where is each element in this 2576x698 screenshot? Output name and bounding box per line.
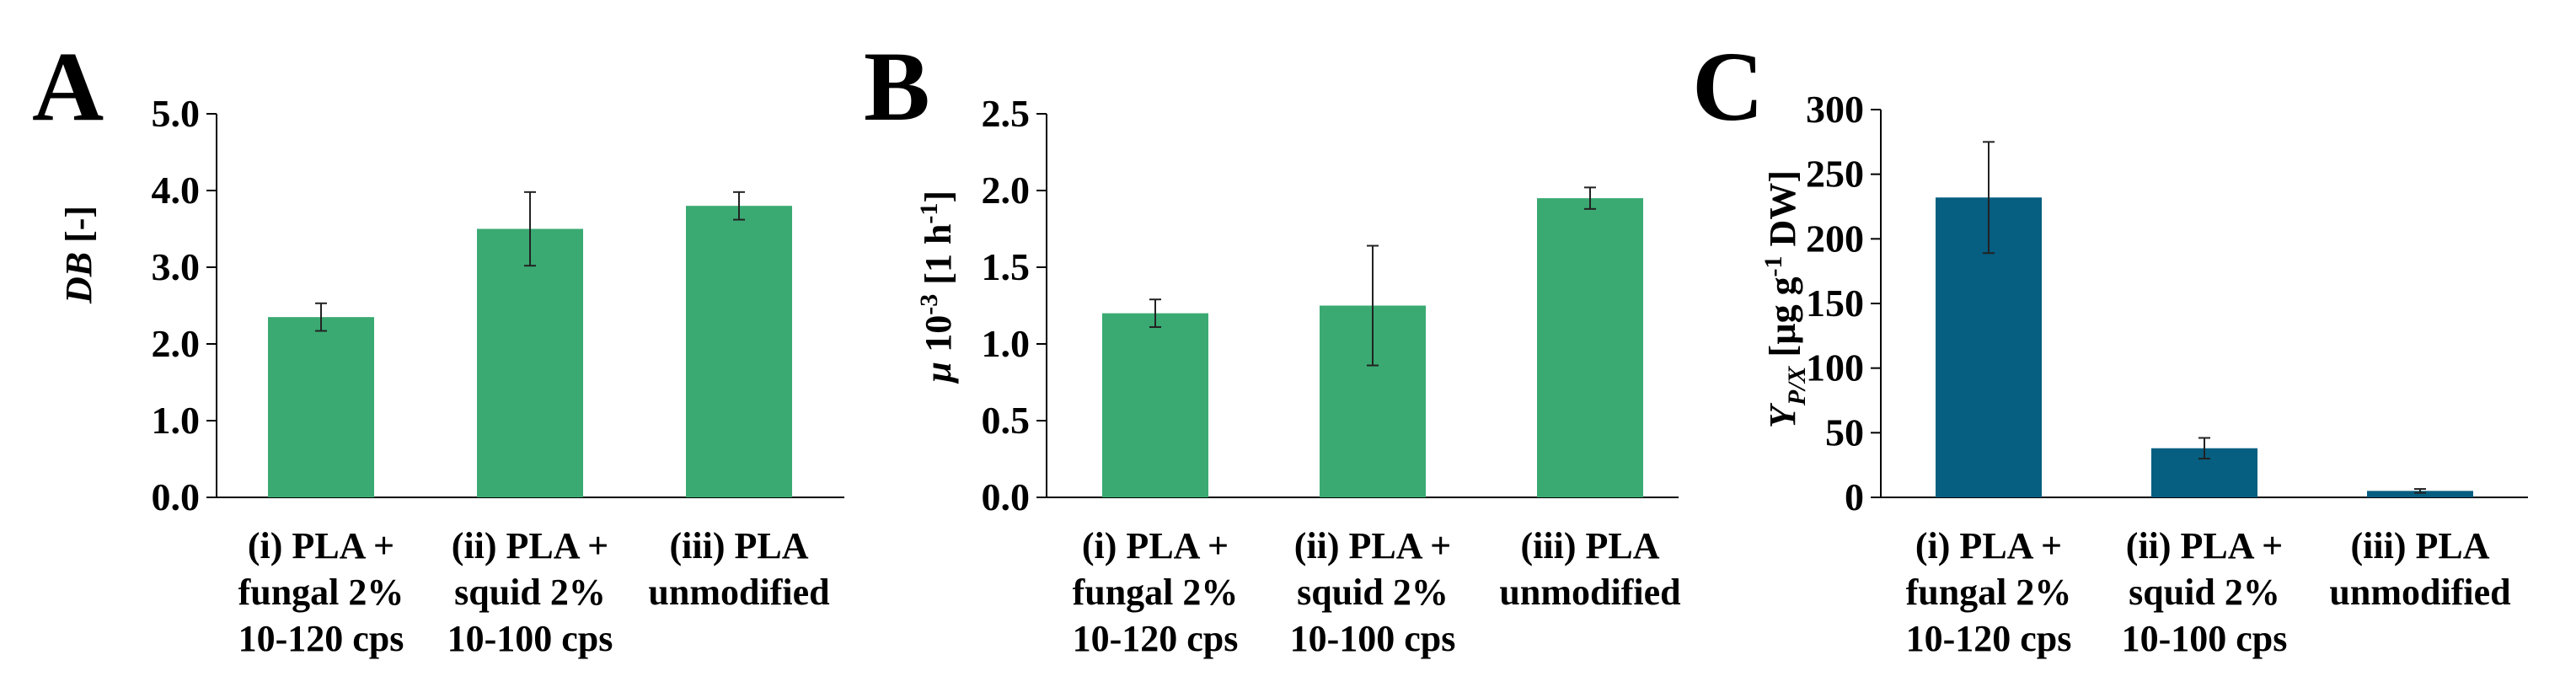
y-tick-label: 1.0 [982,322,1031,365]
category-label: 10-120 cps [238,618,404,659]
panel-letter: C [1692,31,1764,142]
y-tick-label: 1.0 [152,399,201,442]
category-label: unmodified [2329,572,2510,613]
y-tick-label: 250 [1806,153,1864,196]
y-tick-label: 300 [1806,88,1864,131]
bar [1537,198,1643,497]
category-label: squid 2% [1297,572,1449,613]
category-label: (ii) PLA + [452,525,608,566]
category-label: unmodified [1499,572,1680,613]
category-label: (i) PLA + [248,525,394,566]
y-tick-label: 1.5 [982,245,1031,288]
category-label: fungal 2% [238,572,404,613]
bar [686,206,792,497]
y-tick-label: 0.0 [982,475,1031,518]
category-label: 10-100 cps [2122,618,2288,659]
panel-c: C YP/X [µg g-1 DW] 0 50 100 150 200 250 300 (i)… [1692,31,2528,659]
bar [268,317,374,497]
category-label: squid 2% [2129,572,2280,613]
y-axis-label: µ 10-3 [1 h-1] [915,191,959,384]
y-tick-label: 2.0 [152,322,201,365]
category-label: 10-120 cps [1073,618,1239,659]
category-label: (ii) PLA + [2126,525,2283,566]
category-label: (ii) PLA + [1294,525,1451,566]
category-label: 10-120 cps [1906,618,2072,659]
category-label: 10-100 cps [1290,618,1456,659]
y-tick-label: 2.5 [982,92,1031,135]
y-tick-label: 200 [1806,217,1864,260]
y-tick-label: 2.0 [982,169,1031,212]
y-tick-label: 0 [1845,475,1864,518]
panel-b: B µ 10-3 [1 h-1] 0.0 0.5 1.0 1.5 2.0 2.5 (i) P… [864,31,1681,659]
bar [1102,313,1208,497]
category-label: (iii) PLA [2351,525,2490,566]
y-tick-label: 4.0 [152,169,201,212]
y-tick-label: 5.0 [152,92,201,135]
category-label: unmodified [648,572,829,613]
y-tick-label: 0.0 [152,475,201,518]
category-label: 10-100 cps [447,618,613,659]
panel-letter: A [32,31,104,142]
y-tick-label: 50 [1825,411,1864,454]
y-tick-label: 3.0 [152,245,201,288]
y-tick-label: 100 [1806,346,1864,389]
y-axis-label: DB [-] [58,206,99,304]
category-label: (i) PLA + [1915,525,2062,566]
bar [477,228,583,497]
panel-a: A DB [-] 0.0 1.0 2.0 3.0 4.0 5.0 (i) PLA + fung… [32,31,844,659]
category-label: (i) PLA + [1082,525,1229,566]
category-label: squid 2% [454,572,606,613]
category-label: fungal 2% [1906,572,2072,613]
category-label: fungal 2% [1073,572,1239,613]
y-axis-label: YP/X [µg g-1 DW] [1759,170,1811,428]
y-tick-label: 0.5 [982,399,1031,442]
panel-letter: B [864,31,930,142]
y-tick-label: 150 [1806,282,1864,325]
category-label: (iii) PLA [670,525,809,566]
bar [2367,491,2473,497]
category-label: (iii) PLA [1521,525,1660,566]
